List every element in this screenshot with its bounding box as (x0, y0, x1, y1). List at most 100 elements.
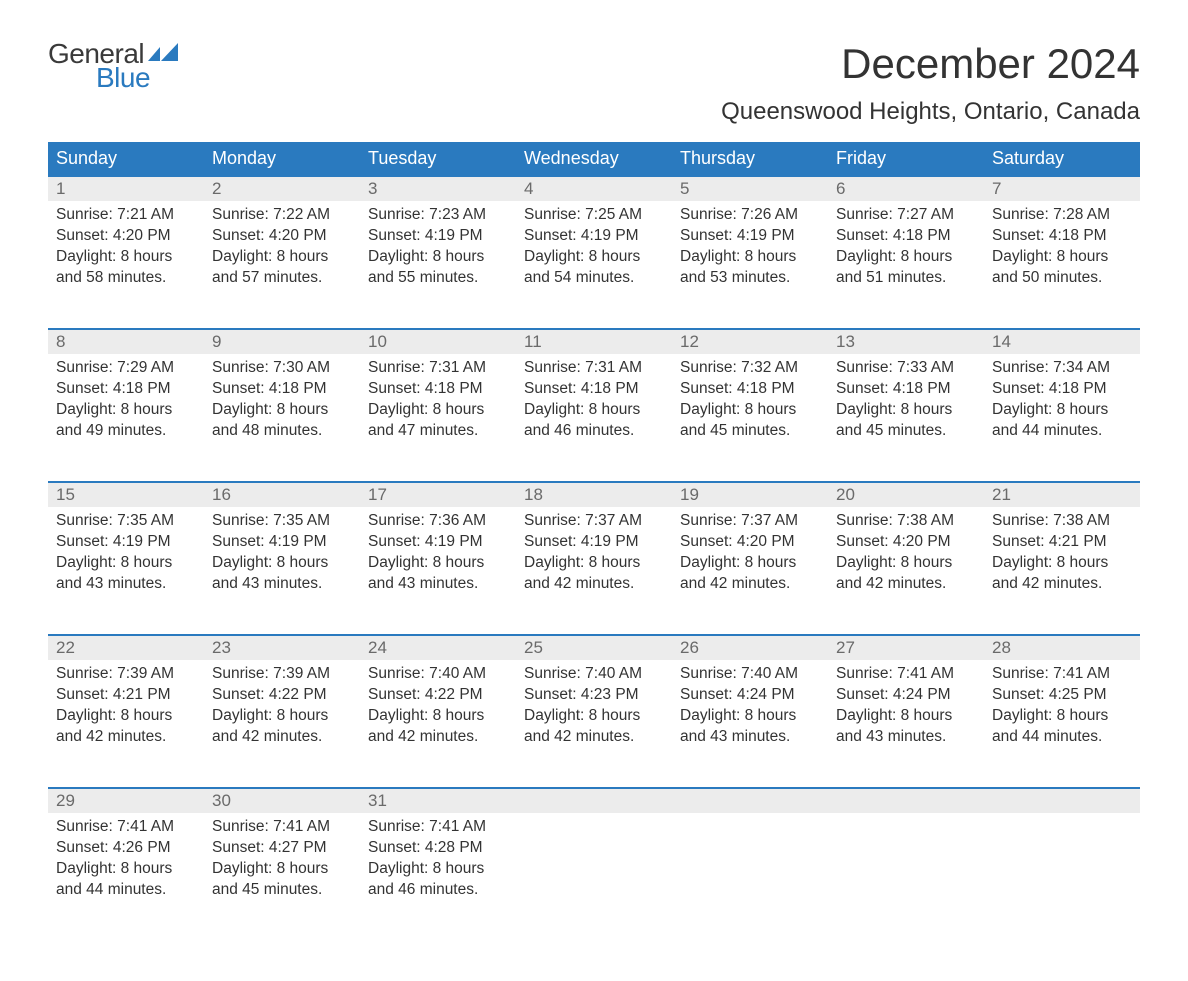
daylight-text-1: Daylight: 8 hours (524, 706, 664, 727)
sunrise-text: Sunrise: 7:32 AM (680, 358, 820, 379)
day-number (516, 788, 672, 813)
daylight-text-1: Daylight: 8 hours (56, 247, 196, 268)
day-number: 24 (360, 635, 516, 660)
daylight-text-1: Daylight: 8 hours (212, 553, 352, 574)
sunrise-text: Sunrise: 7:28 AM (992, 205, 1132, 226)
daylight-text-1: Daylight: 8 hours (836, 706, 976, 727)
day-number: 22 (48, 635, 204, 660)
daylight-text-1: Daylight: 8 hours (212, 706, 352, 727)
day-cell: Sunrise: 7:35 AMSunset: 4:19 PMDaylight:… (204, 507, 360, 635)
sunset-text: Sunset: 4:19 PM (368, 226, 508, 247)
daylight-text-2: and 44 minutes. (992, 727, 1132, 748)
sunrise-text: Sunrise: 7:31 AM (368, 358, 508, 379)
day-number: 13 (828, 329, 984, 354)
day-cell: Sunrise: 7:40 AMSunset: 4:22 PMDaylight:… (360, 660, 516, 788)
sunset-text: Sunset: 4:24 PM (836, 685, 976, 706)
sunrise-text: Sunrise: 7:31 AM (524, 358, 664, 379)
daylight-text-2: and 42 minutes. (368, 727, 508, 748)
day-number: 19 (672, 482, 828, 507)
sunrise-text: Sunrise: 7:35 AM (212, 511, 352, 532)
sunset-text: Sunset: 4:18 PM (524, 379, 664, 400)
day-content: Sunrise: 7:40 AMSunset: 4:22 PMDaylight:… (360, 660, 516, 764)
day-content: Sunrise: 7:34 AMSunset: 4:18 PMDaylight:… (984, 354, 1140, 458)
day-content: Sunrise: 7:41 AMSunset: 4:27 PMDaylight:… (204, 813, 360, 917)
daylight-text-2: and 42 minutes. (992, 574, 1132, 595)
daylight-text-1: Daylight: 8 hours (524, 400, 664, 421)
day-number: 14 (984, 329, 1140, 354)
sunrise-text: Sunrise: 7:23 AM (368, 205, 508, 226)
day-number: 21 (984, 482, 1140, 507)
day-content-row: Sunrise: 7:21 AMSunset: 4:20 PMDaylight:… (48, 201, 1140, 329)
daylight-text-1: Daylight: 8 hours (680, 400, 820, 421)
sunset-text: Sunset: 4:20 PM (56, 226, 196, 247)
day-content (984, 813, 1140, 833)
daylight-text-1: Daylight: 8 hours (836, 553, 976, 574)
daylight-text-1: Daylight: 8 hours (992, 706, 1132, 727)
day-content: Sunrise: 7:25 AMSunset: 4:19 PMDaylight:… (516, 201, 672, 305)
day-number (672, 788, 828, 813)
day-number: 28 (984, 635, 1140, 660)
daylight-text-2: and 57 minutes. (212, 268, 352, 289)
daylight-text-1: Daylight: 8 hours (212, 247, 352, 268)
day-content-row: Sunrise: 7:35 AM Sunset: 4:19 PM Daylight:… (48, 507, 1140, 635)
day-content: Sunrise: 7:32 AMSunset: 4:18 PMDaylight:… (672, 354, 828, 458)
daylight-text-2: and 42 minutes. (56, 727, 196, 748)
sunrise-text: Sunrise: 7:41 AM (836, 664, 976, 685)
sunset-text: Sunset: 4:18 PM (680, 379, 820, 400)
sunrise-text: Sunrise: 7:41 AM (368, 817, 508, 838)
daylight-text-2: and 51 minutes. (836, 268, 976, 289)
day-number: 1 (48, 176, 204, 201)
sunset-text: Sunset: 4:20 PM (680, 532, 820, 553)
daylight-text-1: Daylight: 8 hours (212, 859, 352, 880)
day-number: 31 (360, 788, 516, 813)
day-cell: Sunrise: 7:38 AMSunset: 4:20 PMDaylight:… (828, 507, 984, 635)
day-cell: Sunrise: 7:28 AMSunset: 4:18 PMDaylight:… (984, 201, 1140, 329)
daylight-text-1: Daylight: 8 hours (368, 553, 508, 574)
sunset-text: Sunset: 4:19 PM (56, 532, 196, 553)
day-number: 2 (204, 176, 360, 201)
sunset-text: Sunset: 4:26 PM (56, 838, 196, 859)
day-cell: Sunrise: 7:38 AMSunset: 4:21 PMDaylight:… (984, 507, 1140, 635)
day-cell: Sunrise: 7:40 AMSunset: 4:24 PMDaylight:… (672, 660, 828, 788)
daylight-text-1: Daylight: 8 hours (680, 553, 820, 574)
day-content: Sunrise: 7:39 AMSunset: 4:21 PMDaylight:… (48, 660, 204, 764)
day-cell: Sunrise: 7:25 AMSunset: 4:19 PMDaylight:… (516, 201, 672, 329)
sunset-text: Sunset: 4:18 PM (836, 226, 976, 247)
weekday-header: Thursday (672, 142, 828, 176)
day-number: 18 (516, 482, 672, 507)
day-cell: Sunrise: 7:26 AMSunset: 4:19 PMDaylight:… (672, 201, 828, 329)
daylight-text-1: Daylight: 8 hours (836, 247, 976, 268)
day-cell: Sunrise: 7:40 AMSunset: 4:23 PMDaylight:… (516, 660, 672, 788)
daylight-text-2: and 45 minutes. (680, 421, 820, 442)
day-number: 16 (204, 482, 360, 507)
day-content: Sunrise: 7:38 AMSunset: 4:20 PMDaylight:… (828, 507, 984, 611)
sunrise-text: Sunrise: 7:30 AM (212, 358, 352, 379)
day-content: Sunrise: 7:37 AMSunset: 4:20 PMDaylight:… (672, 507, 828, 611)
day-content: Sunrise: 7:38 AMSunset: 4:21 PMDaylight:… (984, 507, 1140, 611)
day-number: 10 (360, 329, 516, 354)
weekday-header: Sunday (48, 142, 204, 176)
daylight-text-2: and 43 minutes. (680, 727, 820, 748)
day-number: 15 (48, 482, 204, 507)
day-cell: Sunrise: 7:31 AMSunset: 4:18 PMDaylight:… (516, 354, 672, 482)
day-number: 11 (516, 329, 672, 354)
sunset-text: Sunset: 4:18 PM (368, 379, 508, 400)
sunrise-text: Sunrise: 7:27 AM (836, 205, 976, 226)
daylight-text-2: and 58 minutes. (56, 268, 196, 289)
sunrise-text: Sunrise: 7:22 AM (212, 205, 352, 226)
daylight-text-1: Daylight: 8 hours (836, 400, 976, 421)
day-content: Sunrise: 7:41 AMSunset: 4:25 PMDaylight:… (984, 660, 1140, 764)
sunset-text: Sunset: 4:18 PM (992, 226, 1132, 247)
day-cell: Sunrise: 7:41 AMSunset: 4:27 PMDaylight:… (204, 813, 360, 941)
day-content: Sunrise: 7:31 AMSunset: 4:18 PMDaylight:… (516, 354, 672, 458)
page-subtitle: Queenswood Heights, Ontario, Canada (48, 98, 1140, 126)
sunset-text: Sunset: 4:21 PM (992, 532, 1132, 553)
day-cell: Sunrise: 7:41 AMSunset: 4:25 PMDaylight:… (984, 660, 1140, 788)
daylight-text-2: and 46 minutes. (368, 880, 508, 901)
day-number: 17 (360, 482, 516, 507)
daylight-text-2: and 50 minutes. (992, 268, 1132, 289)
sunrise-text: Sunrise: 7:34 AM (992, 358, 1132, 379)
day-content: Sunrise: 7:26 AMSunset: 4:19 PMDaylight:… (672, 201, 828, 305)
header: General Blue December 2024 (48, 40, 1140, 92)
weekday-header: Friday (828, 142, 984, 176)
